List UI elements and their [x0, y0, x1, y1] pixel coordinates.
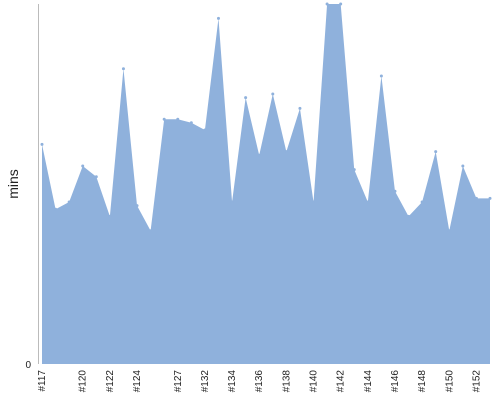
data-point — [474, 196, 478, 200]
x-tick-label: #124 — [132, 370, 143, 393]
x-tick-label: #138 — [281, 370, 292, 393]
x-tick-label: #136 — [254, 370, 265, 393]
x-tick-label: #117 — [37, 370, 48, 392]
area-series — [42, 4, 490, 364]
data-point — [434, 150, 438, 154]
data-point — [488, 196, 492, 200]
x-tick-label: #120 — [78, 370, 89, 393]
data-point — [298, 106, 302, 110]
x-tick-label: #150 — [444, 370, 455, 393]
data-point — [149, 229, 153, 233]
data-point — [189, 121, 193, 125]
data-point — [366, 200, 370, 204]
data-point — [216, 16, 220, 20]
data-point — [230, 200, 234, 204]
data-point — [461, 164, 465, 168]
y-tick-labels: 0 — [25, 360, 31, 371]
x-tick-label: #148 — [417, 370, 428, 393]
data-point — [325, 2, 329, 6]
data-point — [40, 142, 44, 146]
data-point — [352, 168, 356, 172]
data-point — [121, 67, 125, 71]
data-point — [257, 153, 261, 157]
data-point — [94, 175, 98, 179]
x-tick-label: #144 — [363, 370, 374, 393]
x-tick-label: #134 — [227, 370, 238, 393]
data-point — [244, 96, 248, 100]
x-tick-label: #140 — [309, 370, 320, 393]
data-point — [162, 117, 166, 121]
data-point — [447, 229, 451, 233]
data-point — [407, 214, 411, 218]
data-point — [312, 200, 316, 204]
data-point — [393, 189, 397, 193]
data-point — [108, 214, 112, 218]
data-point — [271, 92, 275, 96]
data-point — [203, 128, 207, 132]
data-point — [176, 117, 180, 121]
x-tick-label: #127 — [173, 370, 184, 393]
data-point — [379, 74, 383, 78]
data-point — [284, 150, 288, 154]
data-point — [420, 200, 424, 204]
data-point — [54, 207, 58, 211]
x-tick-label: #122 — [105, 370, 116, 393]
x-tick-labels: #117 #120 #122 #124 #127 #132 #134 #136 #138 #140… — [37, 370, 482, 393]
x-tick-label: #152 — [471, 370, 482, 393]
x-tick-label: #146 — [390, 370, 401, 393]
plot-area — [40, 2, 492, 364]
x-tick-label: #132 — [200, 370, 211, 393]
y-axis-title: mins — [5, 169, 21, 199]
data-point — [135, 204, 139, 208]
data-point — [81, 164, 85, 168]
data-point — [339, 2, 343, 6]
x-tick-label: #142 — [336, 370, 347, 393]
data-point — [67, 200, 71, 204]
y-tick-label: 0 — [25, 360, 31, 371]
